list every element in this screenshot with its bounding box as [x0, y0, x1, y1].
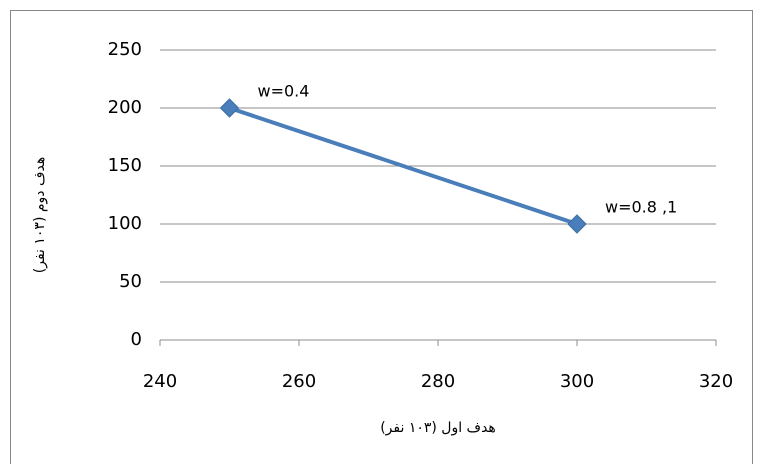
chart-frame — [10, 10, 753, 464]
y-tick-label: 0 — [131, 329, 142, 350]
x-tick-label: 260 — [282, 371, 316, 392]
annotation: w=0.8 ,1 — [605, 198, 677, 217]
y-tick-label: 250 — [108, 39, 142, 60]
y-axis-title: هدف دوم (۱۰۳ نفر) — [32, 157, 48, 273]
y-tick-label: 200 — [108, 97, 142, 118]
line — [228, 106, 578, 226]
x-tick-label: 320 — [699, 371, 733, 392]
marker — [219, 98, 240, 118]
annotation: w=0.4 — [258, 82, 310, 101]
x-tick-label: 300 — [560, 371, 594, 392]
x-tick-label: 280 — [421, 371, 455, 392]
y-tick-label: 150 — [108, 155, 142, 176]
x-axis-title: هدف اول (۱۰۳ نفر) — [380, 420, 496, 436]
x-tick-label: 240 — [143, 371, 177, 392]
y-tick-label: 100 — [108, 213, 142, 234]
y-tick-label: 50 — [119, 271, 142, 292]
marker — [567, 214, 587, 234]
